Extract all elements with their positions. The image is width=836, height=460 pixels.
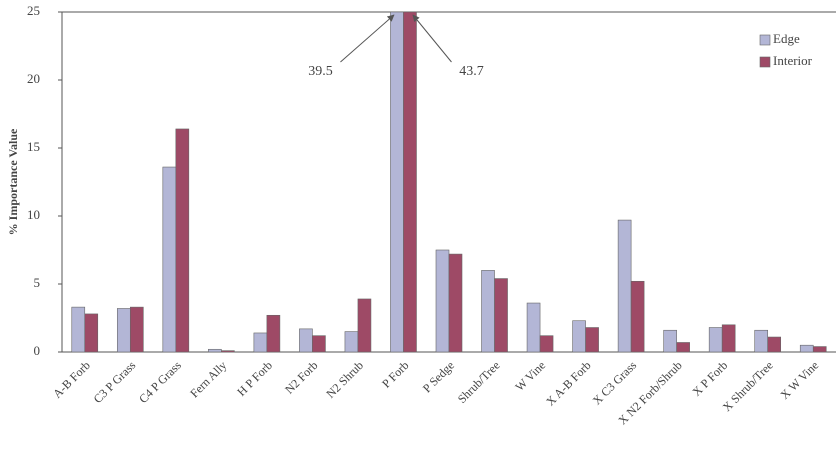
x-tick-label: X W Vine <box>777 358 821 402</box>
bar <box>663 329 677 353</box>
bar <box>84 313 99 353</box>
bar <box>448 253 463 353</box>
bar <box>539 335 554 353</box>
bar <box>344 331 359 353</box>
bar <box>435 249 450 353</box>
legend-swatch <box>759 34 771 46</box>
bar <box>721 324 736 353</box>
x-tick-label: X P Forb <box>690 358 731 399</box>
bar <box>481 270 495 353</box>
x-tick-label: A-B Forb <box>50 358 93 401</box>
bar <box>312 335 326 353</box>
x-tick-label: N2 Shrub <box>323 358 366 401</box>
x-tick-label: N2 Forb <box>282 358 320 396</box>
bar <box>617 219 632 353</box>
bar <box>266 314 281 353</box>
bar <box>221 350 235 353</box>
annotation-arrow <box>412 14 452 63</box>
x-tick-label: W Vine <box>512 358 548 394</box>
x-tick-label: X A-B Forb <box>543 358 593 408</box>
y-tick-label: 20 <box>27 71 40 86</box>
bar <box>403 11 417 353</box>
bar <box>390 11 404 353</box>
bar <box>630 280 645 353</box>
x-tick-label: Fern Ally <box>187 358 229 400</box>
legend-swatch <box>759 56 771 68</box>
legend-label: Edge <box>773 31 800 46</box>
bar <box>812 346 827 353</box>
bar <box>208 348 222 353</box>
x-tick-label: P Sedge <box>420 358 457 395</box>
y-tick-label: 15 <box>27 139 40 154</box>
y-tick-label: 25 <box>27 3 40 18</box>
bar <box>299 328 313 353</box>
bar <box>175 128 190 353</box>
bar <box>162 166 177 353</box>
bar <box>708 327 723 353</box>
x-tick-label: C3 P Grass <box>91 358 139 406</box>
bar <box>585 327 599 353</box>
bar <box>676 342 690 353</box>
annotation-arrow <box>340 14 395 63</box>
bar <box>129 306 144 353</box>
legend-label: Interior <box>773 53 813 68</box>
value-label: 43.7 <box>459 64 484 79</box>
bar <box>357 298 372 353</box>
value-label: 39.5 <box>308 64 333 79</box>
y-axis-label: % Importance Value <box>6 128 20 235</box>
bar <box>526 302 541 353</box>
bar <box>116 308 131 353</box>
bar <box>767 336 782 353</box>
y-tick-label: 5 <box>34 275 41 290</box>
x-tick-label: Shrub/Tree <box>455 358 503 406</box>
bar <box>572 320 586 353</box>
x-tick-label: C4 P Grass <box>136 358 184 406</box>
bar <box>71 306 86 353</box>
x-tick-label: H P Forb <box>234 358 275 399</box>
x-tick-label: P Forb <box>379 358 411 390</box>
bar <box>754 329 769 353</box>
bar <box>494 278 508 353</box>
y-tick-label: 10 <box>27 207 40 222</box>
y-tick-label: 0 <box>34 343 41 358</box>
bar <box>253 332 268 353</box>
bar <box>799 344 814 353</box>
